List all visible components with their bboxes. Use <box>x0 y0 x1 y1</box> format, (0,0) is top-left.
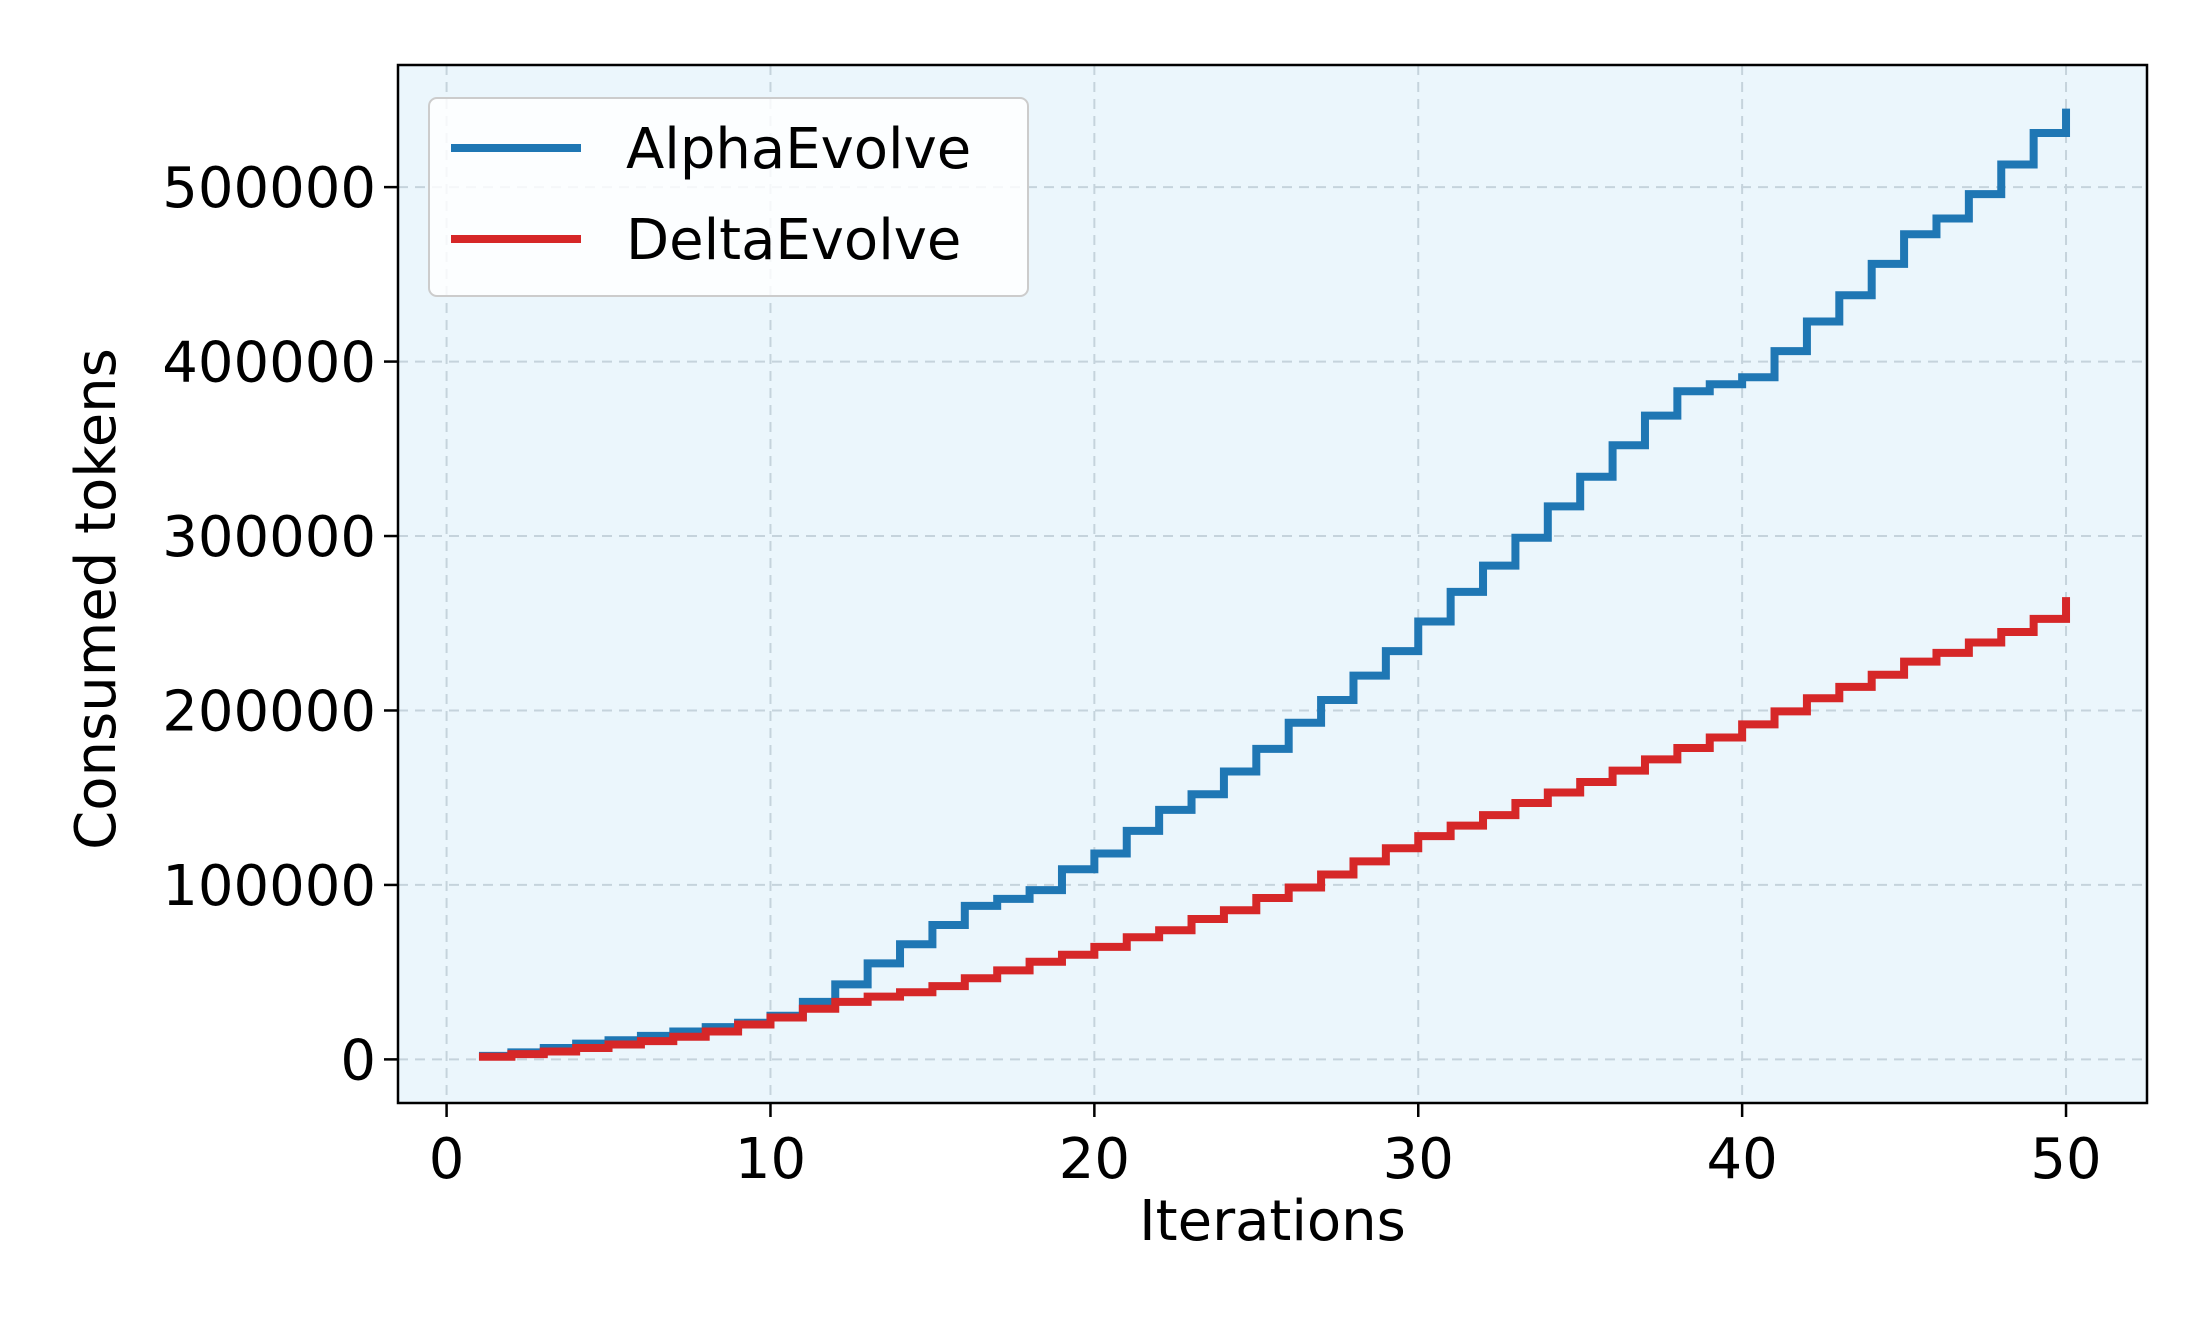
y-tick-label: 100000 <box>162 854 376 919</box>
x-tick-label: 40 <box>1707 1127 1778 1192</box>
series-line-deltaevolve <box>478 597 2071 1061</box>
axes-frame <box>396 63 2149 1105</box>
x-tick-label: 0 <box>429 1127 465 1192</box>
y-tick-label: 400000 <box>162 331 376 396</box>
x-tick-label: 20 <box>1059 1127 1130 1192</box>
y-axis-label: Consumed tokens <box>64 348 129 850</box>
legend-label-deltaevolve: DeltaEvolve <box>626 208 961 273</box>
legend-label-alphaevolve: AlphaEvolve <box>626 117 971 182</box>
x-tick-label: 10 <box>735 1127 806 1192</box>
x-axis-label: Iterations <box>1139 1189 1406 1254</box>
x-tick-label: 50 <box>2030 1127 2101 1192</box>
y-tick-label: 0 <box>340 1028 376 1093</box>
y-tick-label: 300000 <box>162 505 376 570</box>
y-tick-label: 200000 <box>162 679 376 744</box>
y-tick-label: 500000 <box>162 156 376 221</box>
x-tick-label: 30 <box>1383 1127 1454 1192</box>
